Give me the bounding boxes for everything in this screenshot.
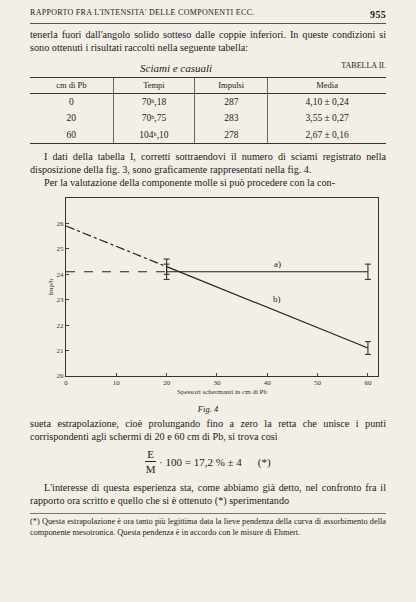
html-text:cm di Pb: cm di Pb [56, 79, 87, 90]
html-text:2,67 ± 0,16: 2,67 ± 0,16 [305, 129, 349, 140]
svg-text:30: 30 [213, 379, 221, 387]
html-text:(*) Questa estrapolazione è or: (*) Questa estrapolazione è ora tanto pi… [30, 517, 386, 537]
svg-text:20: 20 [57, 372, 65, 380]
html-text:TABELLA II.: TABELLA II. [341, 60, 386, 70]
html-text:60: 60 [66, 129, 77, 140]
html-text:tenerla fuori dall'angolo soli: tenerla fuori dall'angolo solido sotteso… [30, 29, 386, 54]
svg-text:b): b) [273, 294, 281, 304]
svg-text:40: 40 [264, 379, 272, 387]
svg-text:23: 23 [57, 296, 65, 304]
svg-text:Imp/h: Imp/h [47, 278, 55, 295]
html-text:Tempi: Tempi [143, 79, 165, 90]
html-text:Impulsi: Impulsi [218, 79, 245, 90]
svg-text:10: 10 [113, 379, 121, 387]
html-text:L'interesse di questa esperien: L'interesse di questa esperienza sta, co… [30, 481, 386, 506]
svg-text:Spessori schermanti in cm di P: Spessori schermanti in cm di Pb [177, 387, 268, 395]
html-text:E: E [147, 448, 154, 461]
html-text:287: 287 [224, 96, 239, 107]
svg-text:22: 22 [57, 321, 65, 329]
html-text:I dati della tabella I, corret: I dati della tabella I, corretti sottrae… [30, 150, 386, 176]
html-text:955: 955 [370, 9, 386, 20]
html-text:Fig. 4: Fig. 4 [197, 403, 219, 414]
html-text:70ʰ,75: 70ʰ,75 [141, 113, 167, 124]
svg-text:a): a) [274, 259, 281, 269]
html-text:sueta estrapolazione, cioè pro: sueta estrapolazione, cioè prolungando f… [30, 417, 386, 442]
svg-text:60: 60 [364, 379, 372, 387]
html-text:4,10 ± 0,24: 4,10 ± 0,24 [305, 96, 349, 107]
html-text:Per la valutazione della compo: Per la valutazione della componente moll… [44, 177, 336, 189]
svg-text:21: 21 [57, 347, 65, 355]
html-text:M: M [145, 463, 156, 476]
html-text:RAPPORTO FRA L'INTENSITA' DELL: RAPPORTO FRA L'INTENSITA' DELLE COMPONEN… [30, 8, 255, 17]
html-text:278: 278 [224, 129, 239, 140]
html-text:283: 283 [224, 113, 239, 124]
html-text:0: 0 [68, 96, 74, 107]
html-text:20: 20 [66, 113, 77, 124]
svg-text:0: 0 [64, 379, 68, 387]
svg-text:20: 20 [163, 379, 171, 387]
html-text:70ʰ,18: 70ʰ,18 [141, 96, 167, 107]
html-text:Sciami e casuali: Sciami e casuali [140, 61, 213, 74]
svg-text:26: 26 [57, 220, 65, 228]
html-text:104ʰ,10: 104ʰ,10 [139, 129, 169, 140]
svg-text:24: 24 [57, 270, 65, 278]
svg-text:50: 50 [314, 379, 322, 387]
svg-text:25: 25 [57, 245, 65, 253]
html-text:· 100 = 17,2 % ± 4: · 100 = 17,2 % ± 4 [159, 455, 242, 468]
html-text:3,55 ± 0,27: 3,55 ± 0,27 [305, 113, 349, 124]
html-text:Media: Media [316, 79, 338, 90]
